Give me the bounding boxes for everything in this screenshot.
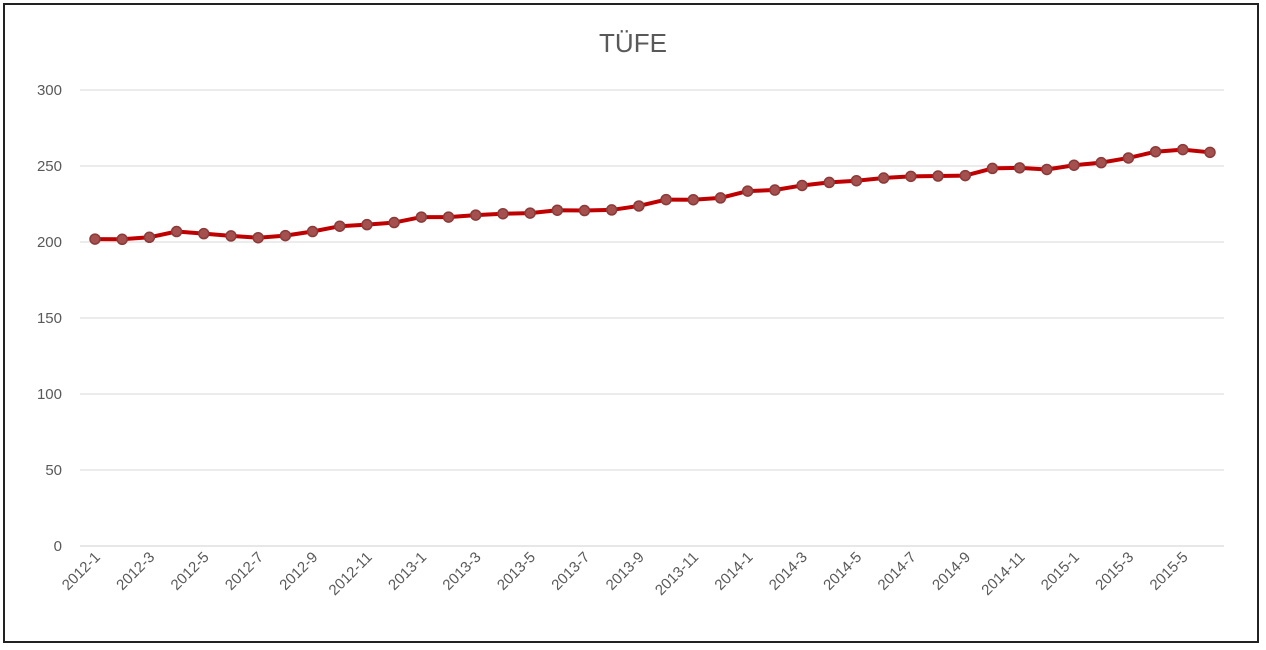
data-point: [306, 225, 319, 238]
x-tick-label: 2015-3: [1092, 549, 1137, 594]
data-point: [959, 169, 971, 182]
series-layer: [89, 143, 1216, 246]
x-tick-label: 2013-1: [385, 549, 430, 594]
x-tick-label: 2013-3: [440, 549, 485, 594]
data-point: [524, 207, 536, 219]
x-tick-label: 2013-7: [548, 549, 593, 594]
data-point: [769, 184, 781, 196]
data-point: [1095, 156, 1107, 169]
data-point: [850, 174, 863, 187]
data-point: [551, 204, 564, 216]
x-tick-label: 2012-1: [59, 549, 104, 594]
data-point: [1013, 162, 1026, 174]
x-tick-label: 2013-5: [494, 549, 539, 594]
x-tick-label: 2012-11: [326, 549, 376, 599]
data-point: [687, 193, 700, 206]
chart-title: TÜFE: [599, 28, 667, 58]
data-point: [170, 225, 183, 238]
y-axis-ticks: 0 50 100 150 200 250 300: [37, 82, 62, 555]
data-point: [198, 227, 210, 240]
x-tick-label: 2013-9: [603, 549, 648, 594]
y-tick-label: 0: [54, 538, 62, 555]
data-point: [633, 200, 645, 212]
x-tick-label: 2014-9: [929, 549, 974, 594]
x-tick-label: 2014-11: [978, 549, 1028, 599]
y-tick-label: 250: [37, 158, 62, 175]
data-point: [361, 218, 373, 231]
data-point: [1068, 159, 1080, 171]
data-point: [741, 185, 754, 197]
x-tick-label: 2012-9: [276, 549, 321, 594]
x-tick-label: 2015-1: [1038, 549, 1083, 594]
data-point: [660, 193, 672, 206]
data-point: [1204, 146, 1216, 159]
data-point: [714, 192, 727, 204]
data-point: [279, 229, 292, 242]
data-point: [905, 170, 917, 183]
data-point: [986, 162, 999, 175]
y-tick-label: 100: [37, 386, 62, 403]
data-point: [1041, 163, 1053, 176]
gridlines: [80, 89, 1224, 547]
x-tick-label: 2015-5: [1147, 549, 1192, 594]
data-point: [442, 211, 455, 223]
data-point: [932, 170, 944, 182]
x-tick-label: 2014-3: [766, 549, 811, 594]
data-point: [877, 172, 890, 184]
x-axis-ticks: 2012-1 2012-3 2012-5 2012-7 2012-9 2012-11 201…: [59, 549, 1192, 599]
data-point: [1149, 145, 1162, 158]
data-point: [388, 216, 400, 229]
x-tick-label: 2012-3: [113, 549, 158, 594]
data-point: [116, 233, 128, 246]
x-tick-label: 2014-7: [875, 549, 920, 594]
x-tick-label: 2014-5: [820, 549, 865, 594]
data-point: [415, 211, 428, 223]
x-tick-label: 2012-7: [222, 549, 267, 594]
data-point: [1122, 152, 1135, 164]
data-point: [469, 209, 482, 221]
data-point: [143, 231, 156, 244]
data-point: [89, 233, 101, 245]
chart-frame: [3, 3, 1259, 643]
data-point: [1177, 143, 1189, 156]
y-tick-label: 50: [45, 462, 62, 479]
data-point: [252, 231, 264, 244]
y-tick-label: 200: [37, 234, 62, 251]
x-tick-label: 2013-11: [652, 549, 702, 599]
data-point: [578, 204, 591, 217]
data-point: [796, 179, 808, 192]
data-point: [605, 204, 618, 216]
data-point: [823, 176, 836, 189]
y-tick-label: 150: [37, 310, 62, 327]
series-line: [93, 147, 1212, 242]
data-point: [334, 220, 346, 232]
y-tick-label: 300: [37, 82, 62, 99]
x-tick-label: 2012-5: [168, 549, 213, 594]
data-point: [497, 207, 509, 220]
data-point: [225, 230, 237, 242]
x-tick-label: 2014-1: [711, 549, 756, 594]
